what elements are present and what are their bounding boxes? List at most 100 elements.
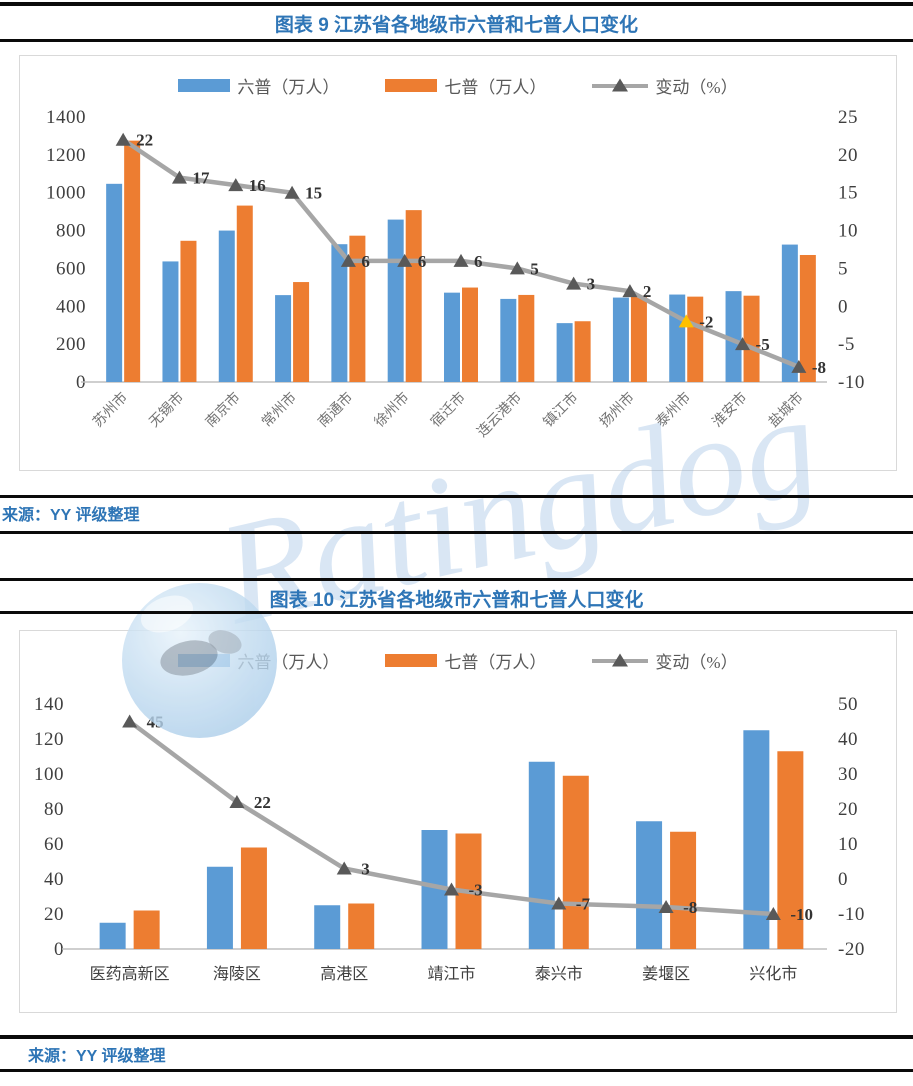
x-axis-category-label: 靖江市 [427, 965, 475, 983]
x-axis-category-label: 盐城市 [765, 389, 807, 431]
figure9-legend: 六普（万人） 七普（万人） 变动（%） [20, 56, 896, 99]
x-axis-category-label: 扬州市 [596, 389, 638, 431]
right-axis-tick: 5 [838, 258, 848, 279]
figure10-chart: 六普（万人） 七普（万人） 变动（%） 140 120 100 80 60 40 20 0 50 40… [19, 630, 897, 1013]
x-axis-category-label: 无锡市 [146, 389, 188, 431]
triangle-marker-icon [171, 170, 187, 184]
legend-item: 七普（万人） [385, 73, 546, 98]
bar-census7 [236, 205, 253, 382]
figure10-plot: 14012010080604020050403020100-10-2045223… [34, 694, 865, 983]
legend-item: 六普（万人） [178, 73, 339, 98]
legend-label: 变动（%） [655, 78, 738, 97]
legend-bar-swatch [385, 654, 438, 667]
bar-census7 [240, 847, 267, 949]
triangle-marker-icon [566, 276, 582, 290]
change-data-label: -7 [576, 895, 591, 914]
bar-census6 [331, 244, 348, 382]
bar-census6 [106, 183, 123, 382]
bar-census6 [528, 761, 555, 949]
figure10-legend: 六普（万人） 七普（万人） 变动（%） [20, 631, 896, 674]
x-axis-category-label: 苏州市 [89, 389, 131, 431]
left-axis-tick: 1200 [46, 145, 86, 166]
figure10-source: 来源：YY 评级整理 [28, 1048, 166, 1065]
separator-line-above-title10 [0, 578, 913, 581]
triangle-marker-icon [453, 253, 469, 267]
left-axis-tick: 1000 [46, 183, 86, 204]
right-axis-tick: 10 [838, 221, 858, 242]
triangle-marker-icon [551, 896, 567, 910]
x-axis-category-label: 淮安市 [709, 389, 751, 431]
figure9-plot: 14001200100080060040020002520151050-5-10… [46, 107, 865, 440]
legend-item: 六普（万人） [178, 648, 339, 673]
change-data-label: -2 [699, 312, 713, 331]
bar-census6 [500, 298, 517, 382]
bar-census7 [462, 287, 478, 382]
triangle-marker-icon [340, 253, 356, 267]
change-data-label: 6 [418, 252, 427, 271]
triangle-marker-icon [228, 178, 244, 192]
change-data-label: 17 [192, 169, 210, 188]
legend-item: 变动（%） [592, 648, 738, 673]
x-axis-category-label: 泰州市 [652, 389, 694, 431]
right-axis-tick: -10 [838, 904, 865, 925]
x-axis-category-label: 镇江市 [540, 389, 582, 431]
right-axis-tick: -10 [838, 372, 865, 393]
separator-line-under-title10 [0, 611, 913, 614]
left-axis-tick: 60 [44, 834, 64, 855]
change-data-label: -5 [756, 335, 770, 354]
bar-census7 [799, 254, 816, 382]
left-axis-tick: 400 [56, 296, 86, 317]
right-axis-tick: 10 [838, 834, 858, 855]
bar-census7 [133, 910, 160, 949]
bar-census7 [743, 295, 760, 382]
change-data-label: 3 [361, 860, 370, 879]
triangle-marker-icon [509, 261, 525, 275]
legend-triangle-marker-icon [612, 652, 629, 666]
bar-census7 [180, 240, 197, 382]
figure9-chart: 六普（万人） 七普（万人） 变动（%） 1400 1200 1000 800 600 400 2… [19, 55, 897, 471]
x-axis-category-label: 南通市 [314, 389, 356, 431]
change-data-label: 2 [643, 282, 652, 301]
bar-census7 [562, 775, 589, 949]
separator-line-bottom [0, 1069, 913, 1072]
bar-census7 [670, 831, 697, 949]
triangle-marker-icon [622, 284, 638, 298]
left-axis-tick: 80 [44, 799, 64, 820]
x-axis-category-label: 海陵区 [213, 965, 261, 983]
bar-census6 [556, 323, 573, 382]
bar-census7 [405, 210, 422, 382]
change-data-label: -8 [812, 358, 826, 377]
bar-census6 [206, 866, 233, 949]
right-axis-tick: 0 [838, 869, 848, 890]
triangle-marker-icon [115, 132, 131, 146]
left-axis-tick: 120 [34, 729, 64, 750]
separator-line-under-title9 [0, 39, 913, 42]
right-axis-tick: 0 [838, 296, 848, 317]
x-axis-category-label: 宿迁市 [427, 389, 469, 431]
right-axis-tick: 25 [838, 107, 858, 128]
bar-census7 [348, 903, 375, 949]
legend-label: 变动（%） [655, 653, 738, 672]
bar-census7 [124, 140, 141, 382]
figure10-title: 图表 10 江苏省各地级市六普和七普人口变化 [269, 590, 644, 611]
legend-item: 七普（万人） [385, 648, 546, 673]
legend-bar-swatch [385, 79, 438, 92]
x-axis-category-label: 泰兴市 [535, 965, 583, 983]
separator-line-top [0, 2, 913, 6]
triangle-marker-icon [122, 714, 138, 728]
bar-census6 [162, 261, 179, 382]
triangle-marker-icon [791, 359, 807, 373]
right-axis-tick: 20 [838, 799, 858, 820]
right-axis-tick: -5 [838, 334, 855, 355]
triangle-marker-icon [229, 795, 245, 808]
x-axis-category-label: 医药高新区 [90, 965, 170, 983]
x-axis-category-label: 兴化市 [749, 965, 797, 983]
triangle-marker-icon [658, 900, 674, 913]
right-axis-tick: 40 [838, 729, 858, 750]
separator-line-above-source10 [0, 1035, 913, 1039]
legend-label: 七普（万人） [444, 653, 547, 672]
left-axis-tick: 20 [44, 904, 64, 925]
left-axis-tick: 0 [54, 939, 64, 960]
bar-census7 [630, 295, 647, 382]
